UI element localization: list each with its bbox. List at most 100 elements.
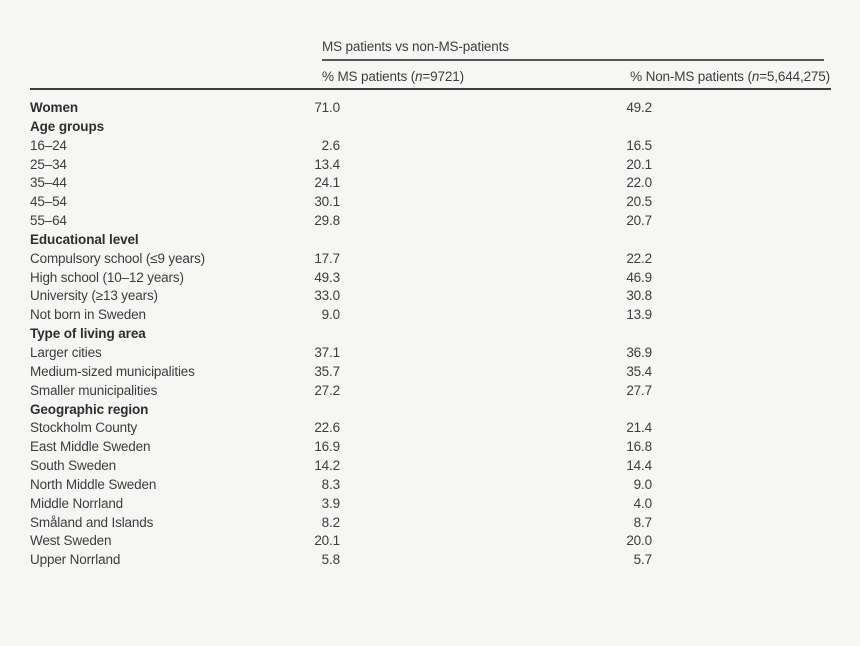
row-label: 16–24 — [30, 137, 67, 153]
ms-patients-value — [252, 325, 340, 344]
ms-patients-value: 5.8 — [321, 552, 340, 568]
ms-patients-value: 27.2 — [314, 382, 340, 398]
column-spacer — [340, 231, 564, 250]
table-row: Larger cities 37.1 36.9 — [30, 344, 830, 363]
non-ms-patients-value: 14.4 — [626, 458, 652, 474]
ms-patients-value: 17.7 — [314, 250, 340, 266]
row-label: Type of living area — [30, 326, 146, 342]
row-label: 35–44 — [30, 175, 67, 191]
row-label: Compulsory school (≤9 years) — [30, 250, 206, 266]
table-row: Geographic region — [30, 401, 830, 420]
non-ms-patients-value — [564, 325, 652, 344]
non-ms-patients-value: 20.7 — [626, 213, 652, 229]
table-row: 55–64 29.8 20.7 — [30, 212, 830, 231]
row-label: 25–34 — [30, 156, 67, 172]
non-ms-patients-value: 13.9 — [626, 307, 652, 323]
column-header-nonms-text: % Non-MS patients ( — [630, 69, 752, 84]
spanner-rule — [322, 59, 824, 61]
non-ms-patients-value: 22.0 — [626, 175, 652, 191]
table-row: South Sweden 14.2 14.4 — [30, 457, 830, 476]
column-spacer — [340, 457, 564, 476]
non-ms-patients-value: 20.5 — [626, 194, 652, 210]
row-label: Småland and Islands — [30, 514, 154, 530]
ms-patients-value: 24.1 — [314, 175, 340, 191]
row-label: Middle Norrland — [30, 495, 124, 511]
ms-patients-value: 30.1 — [314, 194, 340, 210]
column-spacer — [340, 495, 564, 514]
ms-patients-value: 49.3 — [314, 269, 340, 285]
column-spacer — [340, 156, 564, 175]
non-ms-patients-value — [564, 118, 652, 137]
non-ms-patients-value: 46.9 — [626, 269, 652, 285]
ms-patients-value: 2.6 — [321, 137, 340, 153]
column-spacer — [340, 551, 564, 570]
column-spacer — [340, 419, 564, 438]
row-label: High school (10–12 years) — [30, 269, 184, 285]
column-header-nonms-n-symbol: n — [751, 69, 760, 84]
table-row: Compulsory school (≤9 years) 17.7 22.2 — [30, 250, 830, 269]
table-row: Women 71.0 49.2 — [30, 99, 830, 118]
non-ms-patients-value: 27.7 — [626, 382, 652, 398]
column-header-ms-count: =9721) — [422, 69, 464, 84]
row-label: University (≥13 years) — [30, 288, 158, 304]
ms-patients-value: 29.8 — [314, 213, 340, 229]
column-spacer — [340, 401, 564, 420]
ms-patients-value — [252, 401, 340, 420]
column-spacer — [340, 306, 564, 325]
row-label: 45–54 — [30, 194, 67, 210]
column-header-ms-text: % MS patients ( — [322, 69, 416, 84]
ms-patients-value: 71.0 — [314, 100, 340, 115]
non-ms-patients-value: 35.4 — [626, 363, 652, 379]
table-row: Stockholm County 22.6 21.4 — [30, 419, 830, 438]
column-spacer — [340, 193, 564, 212]
column-spacer — [340, 137, 564, 156]
row-label: Women — [30, 100, 79, 115]
row-label: Educational level — [30, 231, 139, 247]
column-spacer — [340, 438, 564, 457]
non-ms-patients-value — [564, 401, 652, 420]
table-row: Småland and Islands 8.2 8.7 — [30, 514, 830, 533]
row-label: Geographic region — [30, 401, 149, 417]
ms-patients-value: 16.9 — [314, 439, 340, 455]
row-label: Medium-sized municipalities — [30, 363, 195, 379]
non-ms-patients-value: 16.8 — [626, 439, 652, 455]
column-spacer — [340, 363, 564, 382]
table-row: Age groups — [30, 118, 830, 137]
ms-patients-value: 13.4 — [314, 156, 340, 172]
ms-patients-value: 22.6 — [314, 420, 340, 436]
ms-patients-value — [252, 118, 340, 137]
non-ms-patients-value: 30.8 — [626, 288, 652, 304]
table-row: Middle Norrland 3.9 4.0 — [30, 495, 830, 514]
row-label: Stockholm County — [30, 420, 138, 436]
row-label: Age groups — [30, 118, 105, 134]
table-row: 45–54 30.1 20.5 — [30, 193, 830, 212]
column-header-nonms-count: =5,644,275) — [759, 69, 830, 84]
table-row: 35–44 24.1 22.0 — [30, 174, 830, 193]
table-row: Medium-sized municipalities 35.7 35.4 — [30, 363, 830, 382]
column-spacer — [340, 287, 564, 306]
column-spacer — [340, 99, 564, 118]
table-spanner-heading: MS patients vs non-MS-patients — [322, 39, 509, 54]
table-row: 25–34 13.4 20.1 — [30, 156, 830, 175]
row-label: Larger cities — [30, 344, 102, 360]
non-ms-patients-value: 4.0 — [633, 495, 652, 511]
table-row: 16–24 2.6 16.5 — [30, 137, 830, 156]
ms-patients-value: 3.9 — [321, 495, 340, 511]
table-row: University (≥13 years) 33.0 30.8 — [30, 287, 830, 306]
table-row: North Middle Sweden 8.3 9.0 — [30, 476, 830, 495]
column-header-ms-patients: % MS patients (n=9721) — [322, 70, 464, 84]
row-label: 55–64 — [30, 213, 67, 229]
non-ms-patients-value: 8.7 — [633, 514, 652, 530]
column-spacer — [340, 212, 564, 231]
ms-patients-value — [252, 231, 340, 250]
column-spacer — [340, 382, 564, 401]
table-rows: Women 71.0 49.2 Age groups 16–24 2.6 16.5 25–34… — [30, 99, 830, 570]
table-row: East Middle Sweden 16.9 16.8 — [30, 438, 830, 457]
ms-patients-value: 20.1 — [314, 533, 340, 549]
non-ms-patients-value: 5.7 — [633, 552, 652, 568]
table-row: Educational level — [30, 231, 830, 250]
non-ms-patients-value: 36.9 — [626, 344, 652, 360]
column-header-ms-n-symbol: n — [415, 69, 423, 84]
column-header-nonms-patients: % Non-MS patients (n=5,644,275) — [630, 70, 830, 84]
ms-patients-value: 14.2 — [314, 458, 340, 474]
